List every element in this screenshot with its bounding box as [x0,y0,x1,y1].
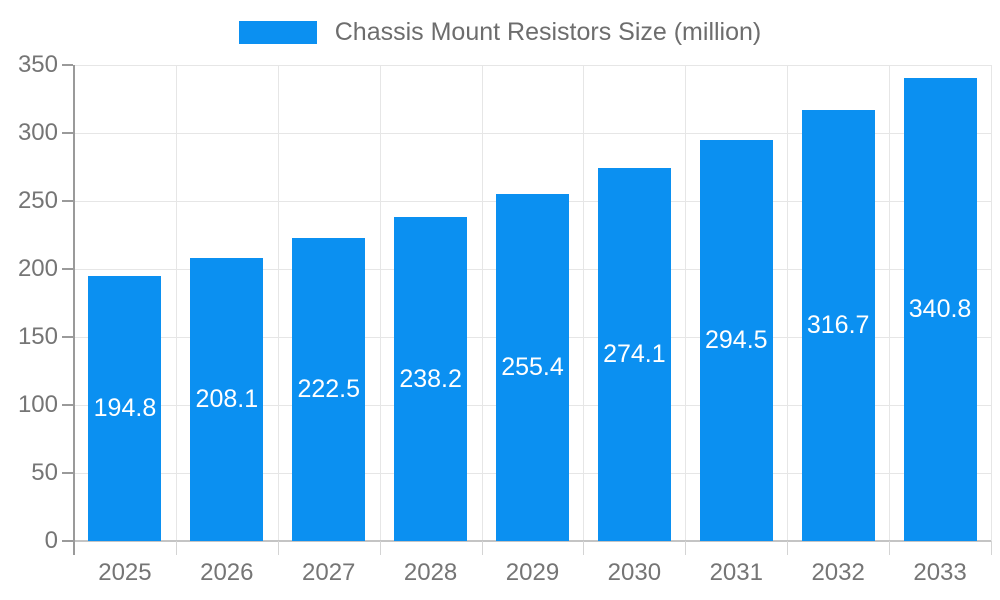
y-axis-tick [62,268,73,270]
gridline-horizontal [74,64,991,66]
bar-2029[interactable]: 255.4 [496,193,569,541]
gridline-vertical [787,65,789,541]
y-tick-label: 50 [31,459,58,486]
gridline-vertical [991,65,992,541]
x-tick-label-2030: 2030 [607,559,662,586]
bar-value-label: 238.2 [399,364,462,393]
bar-2025[interactable]: 194.8 [88,276,162,541]
x-tick-label-2029: 2029 [505,559,560,586]
gridline-vertical [583,65,585,541]
y-axis-tick [62,336,73,338]
bar-value-label: 255.4 [501,352,564,381]
x-axis-tick [787,541,789,555]
bar-value-label: 316.7 [806,311,870,340]
y-axis-tick [62,404,73,406]
y-tick-label: 350 [17,51,58,78]
x-axis-line [74,540,991,542]
bar-value-label: 340.8 [908,294,972,323]
gridline-vertical [379,65,381,541]
bar-2032[interactable]: 316.7 [801,110,875,541]
y-tick-label: 300 [17,119,58,146]
legend-item[interactable]: Chassis Mount Resistors Size (million) [0,18,1000,47]
x-tick-label-2032: 2032 [811,559,865,586]
bar-value-label: 294.5 [704,326,768,355]
x-axis-tick [991,541,992,555]
x-axis-tick [481,541,483,555]
y-axis-tick [62,200,73,202]
y-tick-label: 100 [17,391,58,418]
gridline-horizontal [74,132,991,134]
y-tick-label: 250 [17,187,58,214]
x-axis-tick [889,541,891,555]
y-tick-label: 0 [44,527,58,554]
legend-label: Chassis Mount Resistors Size (million) [334,18,762,46]
x-axis-tick [175,541,177,555]
bar-value-label: 208.1 [195,384,259,413]
gridline-vertical [685,65,687,541]
x-tick-label-2026: 2026 [200,559,254,586]
legend-swatch-icon [238,21,317,44]
y-tick-label: 200 [17,255,58,282]
gridline-vertical [175,65,177,541]
gridline-vertical [277,65,279,541]
y-axis-tick [62,472,73,474]
y-axis-line [73,65,75,555]
x-axis-tick [277,541,279,555]
bar-value-label: 194.8 [93,394,157,423]
bar-2028[interactable]: 238.2 [394,217,468,541]
x-tick-label-2025: 2025 [98,559,152,586]
bar-2026[interactable]: 208.1 [190,257,264,541]
bar-2027[interactable]: 222.5 [292,238,366,541]
x-axis-tick [685,541,687,555]
x-axis-tick [379,541,381,555]
bar-2030[interactable]: 274.1 [597,168,671,541]
x-tick-label-2028: 2028 [403,559,458,586]
gridline-vertical [481,65,483,541]
x-axis-tick [583,541,585,555]
bar-value-label: 222.5 [297,375,360,404]
y-axis-tick [62,540,73,542]
bar-value-label: 274.1 [603,340,666,369]
y-tick-label: 150 [17,323,58,350]
bar-2033[interactable]: 340.8 [903,77,977,541]
x-tick-label-2031: 2031 [709,559,763,586]
y-axis-tick [62,132,73,134]
x-tick-label-2033: 2033 [913,559,967,586]
y-axis-tick [62,64,73,66]
bar-2031[interactable]: 294.5 [699,140,773,541]
gridline-vertical [889,65,891,541]
x-tick-label-2027: 2027 [302,559,356,586]
